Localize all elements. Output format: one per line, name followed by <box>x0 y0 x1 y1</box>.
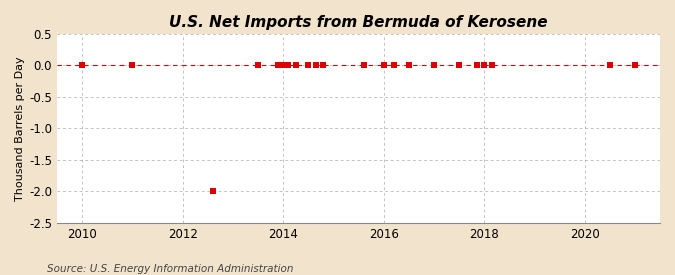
Title: U.S. Net Imports from Bermuda of Kerosene: U.S. Net Imports from Bermuda of Kerosen… <box>169 15 548 30</box>
Y-axis label: Thousand Barrels per Day: Thousand Barrels per Day <box>15 56 25 201</box>
Text: Source: U.S. Energy Information Administration: Source: U.S. Energy Information Administ… <box>47 264 294 274</box>
